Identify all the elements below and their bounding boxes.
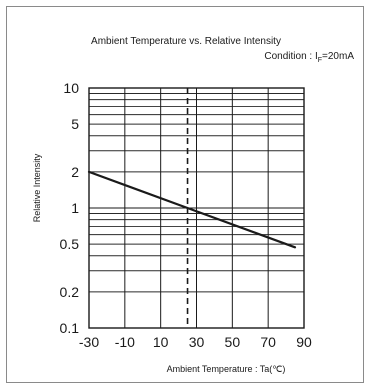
series-layer: [87, 170, 297, 249]
y-tick-label: 10: [63, 80, 79, 96]
x-tick-labels: -30 -10 10 30 50 70 90: [79, 334, 312, 350]
x-tick-label: 90: [296, 334, 312, 350]
x-tick-label: 10: [153, 334, 169, 350]
grid-layer: [89, 88, 304, 328]
y-tick-label: 0.1: [60, 320, 80, 336]
y-tick-label: 1: [71, 200, 79, 216]
plot-border: [88, 87, 305, 329]
x-tick-label: -30: [79, 334, 99, 350]
y-axis-label: Relative Intensity: [32, 153, 42, 222]
condition-subscript: F: [318, 57, 322, 64]
chart-title: Ambient Temperature vs. Relative Intensi…: [91, 36, 281, 47]
condition-suffix: =20mA: [322, 51, 354, 62]
y-tick-label: 2: [71, 164, 79, 180]
chart-condition: Condition : IF=20mA: [264, 51, 354, 64]
x-tick-label: 50: [225, 334, 241, 350]
y-tick-label: 5: [71, 116, 79, 132]
x-axis-label: Ambient Temperature : Ta(℃): [167, 364, 286, 374]
x-tick-label: 30: [189, 334, 205, 350]
x-tick-label: 70: [260, 334, 276, 350]
x-tick-label: -10: [115, 334, 135, 350]
y-tick-label: 0.2: [60, 284, 80, 300]
y-tick-label: 0.5: [60, 236, 80, 252]
condition-prefix: Condition : I: [264, 51, 317, 62]
series-line: [87, 170, 297, 249]
y-tick-labels: 10 5 2 1 0.5 0.2 0.1: [60, 80, 80, 336]
